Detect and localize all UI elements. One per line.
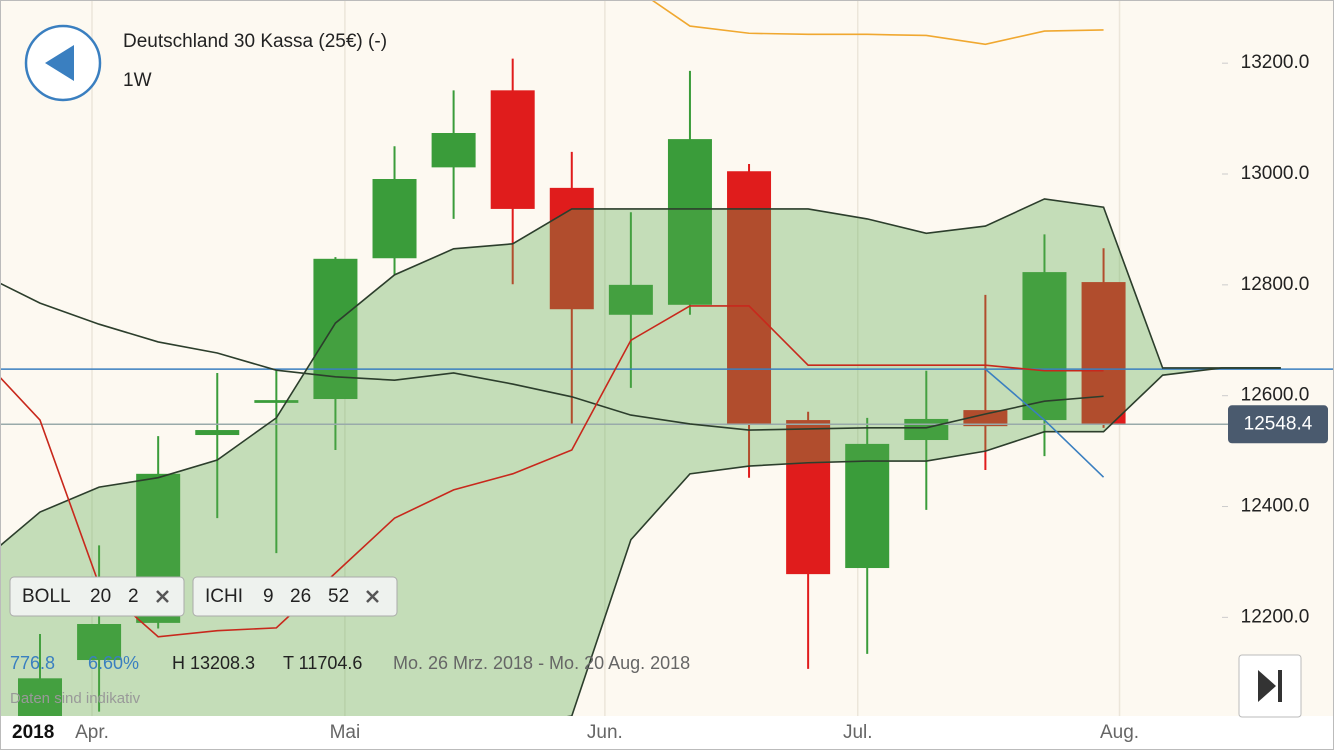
- interval: 1W: [123, 70, 152, 91]
- candle-body: [608, 284, 653, 315]
- y-tick-label: 12400.0: [1241, 496, 1310, 517]
- back-icon: [45, 45, 74, 81]
- candle-body: [431, 133, 476, 168]
- y-tick-label: 12600.0: [1241, 385, 1310, 406]
- candle-body: [786, 420, 831, 575]
- indicator-line: [566, 367, 1281, 716]
- x-tick-label: 2018: [12, 722, 54, 743]
- candle-body: [667, 139, 712, 305]
- x-tick-label: Mai: [330, 722, 361, 743]
- y-tick-label: 13200.0: [1241, 52, 1310, 73]
- jump-icon-bar: [1278, 670, 1282, 702]
- ichi-chip[interactable]: [192, 576, 398, 617]
- info-low: T 11704.6: [283, 653, 362, 673]
- indicator-line: [0, 198, 1281, 547]
- candle-body: [490, 90, 535, 209]
- price-badge-label: 12548.4: [1244, 413, 1313, 434]
- x-tick-label: Jun.: [587, 722, 623, 743]
- ui-layer: Deutschland 30 Kassa (25€) (-) 1W BOLL 2…: [9, 24, 1328, 743]
- candle-body: [1022, 272, 1067, 421]
- axis-background: [0, 716, 1334, 750]
- candle-body: [1081, 282, 1126, 425]
- indicator-line: [650, 0, 1104, 46]
- indicator-line: [0, 282, 1104, 431]
- chip-close[interactable]: [366, 590, 379, 603]
- y-tick-label: 13000.0: [1241, 163, 1310, 184]
- candle-body: [18, 678, 63, 716]
- chip-param: 52: [328, 586, 349, 607]
- chip-param: 9: [263, 586, 274, 607]
- chip-close[interactable]: [156, 590, 169, 603]
- info-percent: 6.60%: [88, 653, 139, 673]
- disclaimer: Daten sind indikativ: [10, 690, 141, 707]
- candle-body: [845, 443, 890, 569]
- candle-body: [963, 410, 1008, 427]
- price-badge: [1228, 405, 1328, 444]
- info-high: H 13208.3: [172, 653, 255, 673]
- candle-body: [254, 400, 299, 403]
- y-tick-label: 12200.0: [1241, 606, 1310, 627]
- candle-body: [727, 171, 772, 424]
- chip-param: 26: [290, 586, 311, 607]
- jump-icon: [1258, 670, 1276, 702]
- indicator-line: [0, 305, 1104, 638]
- info-range: 776.8: [10, 653, 55, 673]
- boll-chip[interactable]: [9, 576, 185, 617]
- x-tick-label: Aug.: [1100, 722, 1139, 743]
- chip-label: BOLL: [22, 586, 71, 607]
- instrument-title: Deutschland 30 Kassa (25€) (-): [123, 31, 387, 52]
- indicator-line: [984, 368, 1105, 478]
- chip-param: 2: [128, 586, 139, 607]
- candle-body: [372, 179, 417, 259]
- candle-body: [77, 624, 122, 661]
- candle-body: [549, 187, 594, 310]
- x-tick-label: Jul.: [843, 722, 873, 743]
- candle-body: [195, 430, 240, 436]
- info-period: Mo. 26 Mrz. 2018 - Mo. 20 Aug. 2018: [393, 653, 690, 673]
- y-tick-label: 12800.0: [1241, 274, 1310, 295]
- chip-param: 20: [90, 586, 111, 607]
- chip-label: ICHI: [205, 586, 243, 607]
- x-tick-label: Apr.: [75, 722, 109, 743]
